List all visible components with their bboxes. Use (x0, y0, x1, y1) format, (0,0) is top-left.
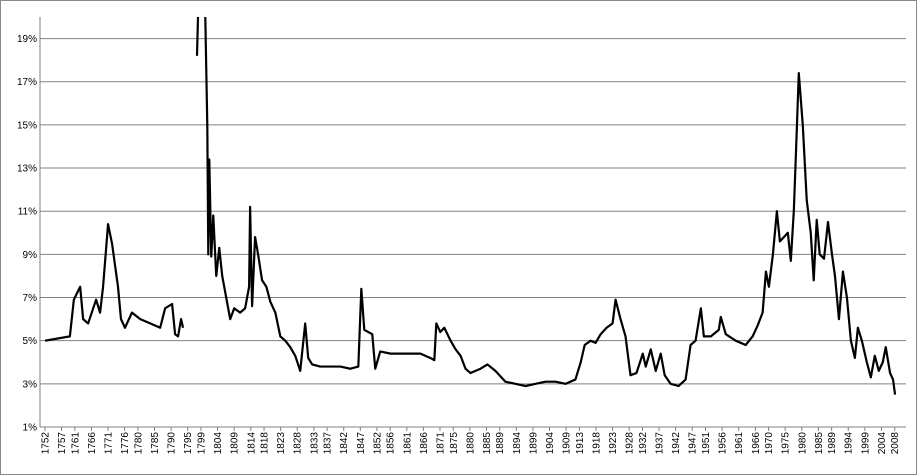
x-tick-label: 2004 (877, 432, 888, 455)
x-tick-label: 1923 (608, 432, 619, 455)
x-tick-label: 1842 (339, 432, 350, 455)
x-tick-label: 1804 (213, 432, 224, 455)
x-tick-label: 1956 (718, 432, 729, 455)
x-tick-label: 1757 (57, 432, 68, 455)
y-tick-label: 15% (17, 120, 37, 131)
x-tick-label: 1904 (545, 432, 556, 455)
y-tick-label: 17% (17, 77, 37, 88)
x-tick-label: 1771 (104, 432, 115, 455)
x-tick-label: 1752 (40, 432, 51, 455)
x-tick-label: 1761 (70, 432, 81, 455)
x-tick-label: 1913 (575, 432, 586, 455)
x-tick-label: 1795 (183, 432, 194, 455)
x-tick-label: 1871 (435, 432, 446, 455)
x-tick-label: 1937 (655, 432, 666, 455)
x-tick-label: 1899 (528, 432, 539, 455)
y-tick-label: 19% (17, 34, 37, 45)
y-tick-label: 13% (17, 164, 37, 175)
x-tick-label: 2008 (890, 432, 901, 455)
y-tick-label: 1% (23, 423, 38, 434)
x-tick-label: 1947 (688, 432, 699, 455)
x-tick-label: 1776 (120, 432, 131, 455)
x-tick-label: 1942 (671, 432, 682, 455)
x-tick-label: 1818 (260, 432, 271, 455)
x-tick-label: 1880 (465, 432, 476, 455)
x-tick-label: 1828 (293, 432, 304, 455)
x-tick-label: 1809 (230, 432, 241, 455)
x-tick-label: 1894 (512, 432, 523, 455)
x-tick-label: 1847 (356, 432, 367, 455)
x-tick-label: 1785 (150, 432, 161, 455)
x-tick-label: 1833 (309, 432, 320, 455)
x-tick-label: 1885 (482, 432, 493, 455)
x-tick-label: 1970 (764, 432, 775, 455)
x-tick-label: 1985 (814, 432, 825, 455)
x-tick-label: 1837 (323, 432, 334, 455)
x-tick-label: 1909 (562, 432, 573, 455)
x-tick-label: 1994 (844, 432, 855, 455)
x-tick-label: 1918 (591, 432, 602, 455)
x-tick-label: 1875 (449, 432, 460, 455)
x-tick-label: 1932 (638, 432, 649, 455)
y-tick-label: 3% (23, 379, 38, 390)
x-tick-label: 1814 (246, 432, 257, 455)
y-tick-label: 5% (23, 336, 38, 347)
x-tick-label: 1866 (419, 432, 430, 455)
x-tick-label: 1790 (167, 432, 178, 455)
y-tick-label: 11% (18, 207, 37, 218)
x-tick-label: 1928 (625, 432, 636, 455)
x-tick-label: 1961 (734, 432, 745, 455)
x-tick-label: 1852 (372, 432, 383, 455)
x-tick-label: 1966 (751, 432, 762, 455)
x-tick-label: 1889 (495, 432, 506, 455)
x-tick-label: 1951 (701, 432, 712, 455)
x-tick-label: 1861 (402, 432, 413, 455)
data-line (44, 17, 897, 395)
x-tick-label: 1823 (276, 432, 287, 455)
x-tick-label: 1766 (87, 432, 98, 455)
x-tick-label: 1989 (827, 432, 838, 455)
x-tick-label: 1975 (781, 432, 792, 455)
x-tick-label: 1799 (196, 432, 207, 455)
x-tick-label: 1780 (133, 432, 144, 455)
y-tick-label: 9% (23, 250, 38, 261)
x-tick-label: 1999 (860, 432, 871, 455)
x-tick-label: 1980 (797, 432, 808, 455)
x-tick-label: 1856 (386, 432, 397, 455)
y-tick-label: 7% (23, 293, 38, 304)
